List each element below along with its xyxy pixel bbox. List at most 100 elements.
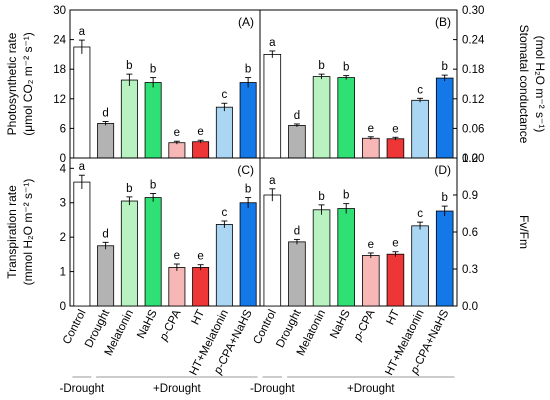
- bar: [312, 209, 331, 307]
- significance-letter: d: [102, 228, 108, 240]
- significance-letter: b: [343, 62, 349, 74]
- significance-letter: a: [269, 37, 276, 49]
- y-axis-unit: (μmol CO₂ m⁻² s⁻¹): [21, 32, 35, 136]
- significance-letter: e: [197, 126, 203, 138]
- x-category-label: HT: [384, 308, 402, 327]
- significance-letter: d: [294, 110, 300, 122]
- bar: [144, 197, 162, 307]
- bar: [144, 82, 162, 159]
- significance-letter: b: [318, 191, 324, 203]
- y-tick-label: 24: [53, 35, 66, 47]
- y-tick-label: 3: [60, 198, 66, 210]
- bar: [362, 137, 380, 159]
- bar: [411, 225, 429, 307]
- y-tick-label: 4: [60, 163, 67, 175]
- x-category-label: p-CPA: [157, 308, 183, 344]
- significance-letter: b: [245, 184, 251, 196]
- significance-letter: b: [318, 60, 324, 72]
- bar: [192, 141, 210, 159]
- y-tick-label: 0.24: [462, 35, 485, 47]
- significance-letter: a: [79, 26, 86, 38]
- significance-letter: b: [126, 183, 132, 195]
- bar: [263, 194, 282, 307]
- significance-letter: e: [174, 250, 180, 262]
- significance-letter: e: [392, 238, 398, 250]
- significance-letter: b: [441, 61, 447, 73]
- bar: [168, 267, 186, 307]
- panel-label: (C): [237, 163, 254, 177]
- panel-3: 0 1 2 3 4 a d b b e e c b (C) Transpiration rate (mmol …: [5, 157, 261, 313]
- significance-letter: d: [102, 107, 108, 119]
- panel-4: 0.0 0.3 0.6 0.9 1.2 a d b b e e c b (D) Fv/Fm: [259, 153, 531, 313]
- significance-letter: b: [126, 60, 132, 72]
- y-axis-title: Photosynthetic rate: [5, 32, 19, 135]
- y-tick-label: 0.18: [462, 64, 484, 76]
- y-tick-label: 0.00: [462, 153, 484, 165]
- bar: [263, 54, 282, 159]
- x-category-label: Control: [251, 308, 279, 346]
- y-tick-label: 2: [60, 232, 66, 244]
- bar: [168, 142, 186, 159]
- bar: [337, 77, 355, 159]
- bar: [312, 76, 331, 159]
- significance-letter: e: [197, 251, 203, 263]
- y-tick-label: 0.12: [462, 94, 484, 106]
- bar: [73, 46, 91, 159]
- significance-letter: c: [417, 208, 423, 220]
- bar: [239, 202, 257, 307]
- y-tick-label: 30: [53, 5, 66, 17]
- y-axis-title: Fv/Fm: [517, 215, 531, 249]
- bar: [73, 181, 91, 307]
- panel-label: (B): [435, 15, 451, 29]
- y-tick-label: 6: [60, 123, 66, 135]
- bar: [215, 106, 233, 159]
- bar: [120, 79, 138, 159]
- bar: [120, 200, 138, 307]
- y-tick-label: 0.30: [462, 5, 484, 17]
- y-tick-label: 0.6: [462, 227, 478, 239]
- group-label: -Drought: [60, 383, 106, 395]
- x-category-label: HT: [190, 308, 208, 327]
- bar: [215, 224, 233, 307]
- bar: [97, 245, 115, 307]
- y-tick-label: 0: [60, 153, 66, 165]
- significance-letter: c: [417, 84, 423, 96]
- bar: [411, 99, 429, 159]
- significance-letter: b: [245, 64, 251, 76]
- bar: [386, 253, 405, 307]
- panel-1: 0 6 12 18 24 30 a d b b e e c b (A) Photosynthetic rate…: [5, 5, 261, 165]
- bar: [97, 123, 115, 159]
- bar: [435, 210, 454, 307]
- y-axis-title: Transpiration rate: [5, 185, 19, 279]
- y-tick-label: 0.06: [462, 123, 484, 135]
- y-axis-unit: (mmol H₂O m⁻² s⁻¹): [21, 179, 35, 286]
- significance-letter: b: [150, 64, 156, 76]
- bar: [288, 125, 306, 159]
- significance-letter: b: [441, 192, 447, 204]
- y-tick-label: 0.3: [462, 264, 478, 276]
- bar: [435, 77, 454, 159]
- x-category-label: NaHS: [328, 308, 353, 341]
- panel-label: (D): [434, 163, 451, 177]
- significance-letter: c: [222, 89, 228, 101]
- significance-letter: e: [174, 127, 180, 139]
- significance-letter: e: [392, 123, 398, 135]
- significance-letter: b: [343, 190, 349, 202]
- x-category-label: NaHS: [135, 308, 160, 341]
- y-axis-title: Stomatal conductance: [517, 25, 531, 144]
- y-tick-label: 1.2: [462, 153, 478, 165]
- bar: [386, 138, 405, 159]
- bar: [288, 241, 306, 307]
- group-label: +Drought: [153, 383, 201, 395]
- y-tick-label: 0: [60, 301, 66, 313]
- significance-letter: a: [269, 175, 276, 187]
- y-tick-label: 0.9: [462, 190, 478, 202]
- y-tick-label: 12: [53, 94, 66, 106]
- bar: [337, 208, 355, 307]
- significance-letter: e: [368, 239, 374, 251]
- group-label: -Drought: [250, 383, 296, 395]
- x-category-label: p-CPA: [351, 308, 377, 344]
- panel-2: 0.00 0.06 0.12 0.18 0.24 0.30 a d b b e e c b (B) Stoma…: [259, 5, 547, 165]
- significance-letter: e: [368, 123, 374, 135]
